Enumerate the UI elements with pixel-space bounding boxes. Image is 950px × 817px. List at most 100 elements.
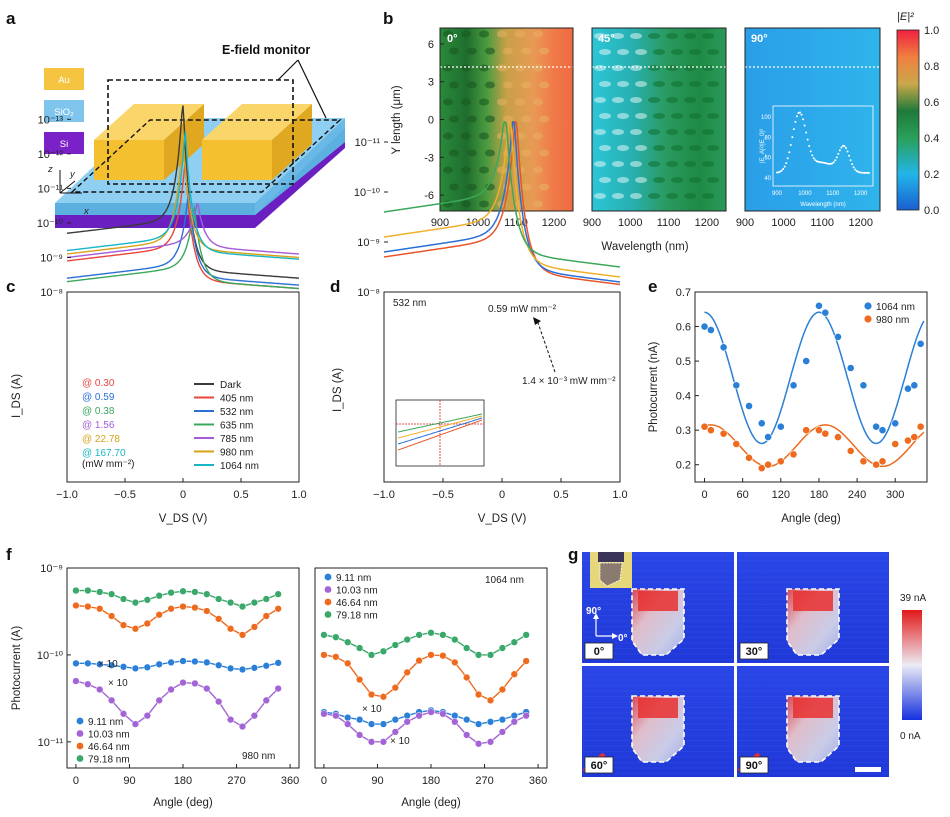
d-ytick: 10⁻⁸: [357, 287, 380, 299]
f-point: [355, 675, 364, 684]
e-legend-label-1: 980 nm: [876, 315, 909, 326]
d-curve-0: [383, 121, 621, 286]
d-inset-curve-0: [397, 419, 483, 451]
e-point: [916, 422, 925, 431]
f-point: [226, 625, 235, 633]
f-right-legend-label-3: 79.18 nm: [336, 611, 378, 622]
d-curve-2: [383, 121, 621, 278]
colorbar-tick: 1.0: [924, 25, 939, 37]
f-point: [215, 595, 223, 603]
f-right-wavelength: 1064 nm: [485, 575, 524, 586]
f-xtick: 270: [475, 775, 493, 787]
f-point: [474, 740, 483, 748]
f-point: [391, 715, 399, 724]
f-point: [474, 720, 483, 728]
b-xtick: 1200: [848, 217, 872, 229]
e-legend-marker-0: [864, 302, 872, 310]
f-point: [215, 697, 223, 706]
f-left-legend-label-1: 10.03 nm: [88, 730, 130, 741]
f-point: [274, 605, 282, 613]
f-point: [119, 710, 128, 718]
e-point: [732, 381, 741, 390]
f-xtick: 360: [281, 775, 299, 787]
e-ytick: 0.3: [676, 425, 691, 437]
f-right-x10-a: × 10: [362, 704, 382, 715]
f-point: [427, 629, 435, 637]
colorbar-tick: 0.6: [924, 97, 939, 109]
e-xlabel: Angle (deg): [781, 513, 841, 525]
f-point: [403, 712, 411, 720]
f-fit: [323, 711, 527, 745]
f-ytick: 10⁻¹⁰: [37, 650, 64, 662]
d-ytick: 10⁻⁹: [357, 237, 380, 249]
e-point: [757, 464, 766, 473]
f-point: [119, 595, 128, 603]
c-curve-3: [66, 205, 299, 290]
spectrum-inset: |E_A|²/|E_0|² Wavelength (nm) 40 60 80 100 9…: [760, 105, 874, 208]
e-point: [878, 426, 887, 435]
f-point: [379, 720, 388, 728]
e-ytick: 0.4: [676, 391, 691, 403]
c-power-2: @ 0.38: [82, 406, 115, 417]
f-point: [415, 656, 423, 665]
e-point: [732, 440, 741, 448]
f-point: [238, 631, 247, 639]
f-point: [486, 651, 495, 659]
panel-c: c 10⁻⁸ 10⁻⁹ 10⁻¹⁰ 10⁻¹¹ 10⁻¹² 10⁻¹³ −1.0 −0.5 0 0…: [6, 105, 307, 525]
b-ytick: 6: [428, 39, 434, 51]
e-point: [700, 322, 709, 331]
f-point: [391, 728, 399, 736]
c-curve-4: [66, 202, 300, 259]
f-point: [262, 696, 270, 705]
f-point: [367, 738, 376, 746]
panel-letter-c: c: [6, 277, 15, 296]
f-point: [510, 712, 518, 720]
e-point: [745, 402, 753, 410]
f-point: [427, 708, 435, 716]
f-point: [155, 611, 163, 619]
c-ytick: 10⁻¹⁰: [37, 218, 64, 230]
e-point: [904, 436, 912, 445]
f-point: [203, 607, 211, 615]
f-point: [498, 685, 507, 694]
c-power-5: @ 167.70: [82, 448, 126, 459]
svg-text:z: z: [47, 164, 53, 175]
e-point: [859, 457, 868, 466]
f-point: [119, 663, 128, 671]
c-power-3: @ 1.56: [82, 420, 115, 431]
f-point: [451, 718, 459, 726]
f-point: [403, 718, 411, 726]
f-point: [355, 644, 364, 652]
colorbar-tick: 0.2: [924, 169, 939, 181]
b-ylabel: Y length (μm): [391, 85, 403, 154]
f-point: [486, 696, 495, 705]
colorbar-tick: 0.0: [924, 205, 939, 217]
e-point: [776, 422, 785, 431]
f-point: [179, 587, 187, 595]
photocurrent-map-2: 60°: [582, 666, 734, 777]
f-point: [403, 668, 411, 677]
f-point: [72, 677, 80, 685]
d-curve-1: [383, 121, 621, 283]
f-point: [262, 595, 270, 603]
f-point: [332, 633, 340, 641]
f-point: [143, 712, 151, 720]
f-point: [131, 720, 140, 728]
e-xtick: 240: [848, 489, 866, 501]
e-point: [821, 308, 830, 317]
f-point: [427, 651, 435, 659]
d-xtick: −1.0: [373, 489, 395, 501]
f-point: [155, 660, 163, 668]
e-point: [764, 460, 772, 469]
c-curve-2: [66, 193, 300, 286]
c-legend: Dark 405 nm 532 nm 635 nm 785 nm 980 nm 1064 n…: [194, 380, 259, 472]
si-layer: [55, 142, 345, 228]
orientation-arrows: 90° 0°: [586, 606, 628, 644]
e-field-map-90: 90° |E_A|²/|E_0|² Wavelength (nm) 40 60 80…: [744, 27, 881, 212]
e-ylabel: Photocurrent (nA): [648, 341, 660, 432]
f-point: [403, 635, 411, 644]
e-ytick: 0.6: [676, 322, 691, 334]
f-point: [522, 657, 530, 665]
f-point: [143, 663, 151, 671]
panel-letter-e: e: [648, 277, 657, 296]
